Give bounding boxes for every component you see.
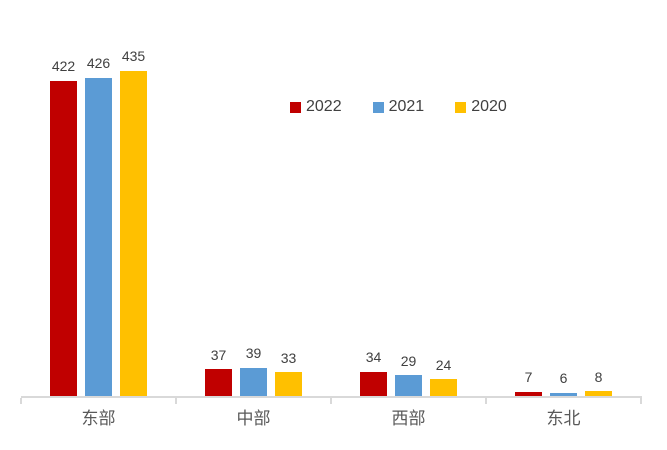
legend-label: 2021 xyxy=(388,98,425,115)
bar-2022-东北 xyxy=(515,391,542,397)
x-axis-tick xyxy=(330,398,332,404)
bar-2022-中部 xyxy=(205,369,232,397)
data-label-2021-中部: 39 xyxy=(245,345,262,362)
data-label-2021-东北: 6 xyxy=(559,370,568,387)
legend-item-2020: 2020 xyxy=(455,99,507,115)
bar-2021-东北 xyxy=(550,392,577,397)
legend-swatch-icon xyxy=(455,101,467,113)
plot-area: 422 426 435 37 39 33 34 29 24 7 6 8 xyxy=(21,40,641,397)
bar-2021-东部 xyxy=(85,77,112,397)
legend-swatch-icon xyxy=(290,101,301,113)
x-axis-line xyxy=(21,396,642,398)
legend: 2022 2021 2020 xyxy=(290,99,507,115)
x-axis-tick xyxy=(485,398,487,404)
data-label-2021-西部: 29 xyxy=(400,352,417,369)
data-label-2020-中部: 33 xyxy=(280,349,297,366)
category-label-东部: 东部 xyxy=(81,409,116,428)
bar-2020-东部 xyxy=(120,70,147,397)
bar-2020-中部 xyxy=(275,372,302,397)
bar-2022-西部 xyxy=(360,371,387,397)
bar-2021-中部 xyxy=(240,367,267,397)
x-axis-tick xyxy=(175,398,177,404)
category-label-西部: 西部 xyxy=(391,409,426,428)
bar-2021-西部 xyxy=(395,375,422,397)
category-label-东北: 东北 xyxy=(546,409,581,428)
x-axis-tick xyxy=(640,398,642,404)
legend-item-2021: 2021 xyxy=(372,98,425,115)
bar-2020-西部 xyxy=(430,379,457,397)
legend-label: 2020 xyxy=(471,98,507,115)
data-label-2022-中部: 37 xyxy=(210,346,227,363)
data-label-2020-东部: 435 xyxy=(121,48,146,65)
legend-item-2022: 2022 xyxy=(290,99,342,115)
bar-2022-东部 xyxy=(50,80,77,397)
data-label-2020-东北: 8 xyxy=(594,368,603,385)
data-label-2022-东北: 7 xyxy=(524,369,533,386)
data-label-2022-西部: 34 xyxy=(365,349,382,366)
legend-swatch-icon xyxy=(372,101,384,113)
legend-label: 2022 xyxy=(306,98,342,115)
x-axis-tick xyxy=(20,398,22,404)
data-label-2020-西部: 24 xyxy=(435,356,452,373)
data-label-2021-东部: 426 xyxy=(86,55,111,72)
category-label-中部: 中部 xyxy=(236,409,271,428)
data-label-2022-东部: 422 xyxy=(51,58,76,75)
bar-2020-东北 xyxy=(585,391,612,397)
